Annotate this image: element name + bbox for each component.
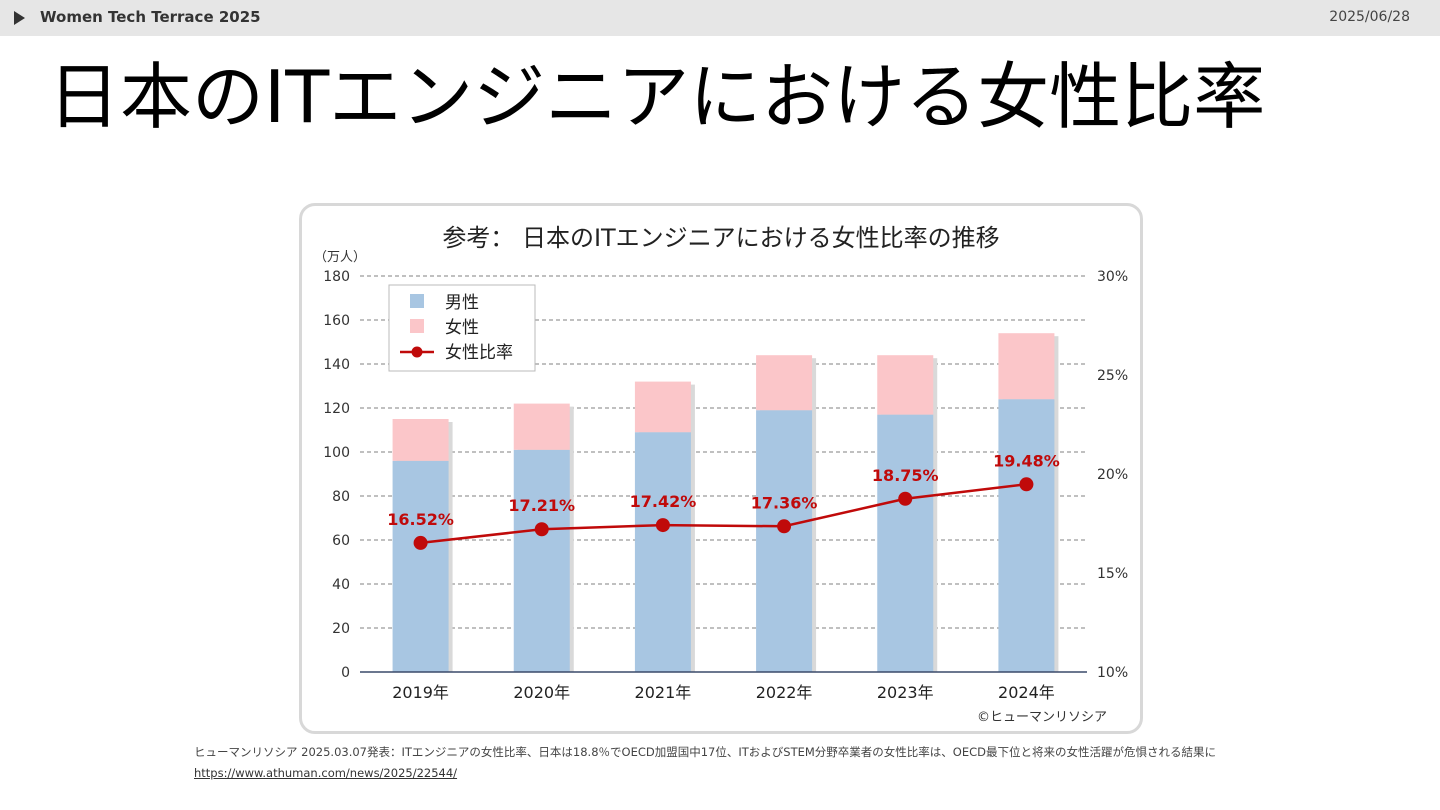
bar-female xyxy=(513,403,570,450)
bar-female xyxy=(877,355,934,415)
ratio-point xyxy=(898,491,913,506)
x-tick-label: 2022年 xyxy=(756,683,813,702)
y-tick-label: 60 xyxy=(332,533,350,549)
ratio-point xyxy=(534,522,549,537)
bar-female xyxy=(392,419,449,461)
bar-female xyxy=(998,333,1055,400)
ratio-point xyxy=(655,518,670,533)
ratio-data-label: 16.52% xyxy=(387,510,454,529)
play-triangle-icon xyxy=(14,11,25,25)
ratio-data-label: 17.36% xyxy=(751,493,818,512)
bar-female xyxy=(634,381,691,433)
header-bar: Women Tech Terrace 2025 2025/06/28 xyxy=(0,0,1440,36)
legend-label-male: 男性 xyxy=(445,293,479,313)
y-tick-label: 160 xyxy=(323,313,350,329)
legend-label-female: 女性 xyxy=(445,318,479,338)
chart-card: 参考： 日本のITエンジニアにおける女性比率の推移 （万人） 0 20 40 60 80 10… xyxy=(299,203,1143,734)
header-date: 2025/06/28 xyxy=(1329,9,1410,25)
y-tick-label: 20 xyxy=(332,621,350,637)
chart-title: 参考： 日本のITエンジニアにおける女性比率の推移 xyxy=(442,224,999,252)
ratio-point xyxy=(777,519,792,534)
source-caption: ヒューマンリソシア 2025.03.07発表：ITエンジニアの女性比率、日本は1… xyxy=(194,745,1216,759)
y-tick-label: 100 xyxy=(323,445,350,461)
x-tick-label: 2019年 xyxy=(392,683,449,702)
y-tick-label: 0 xyxy=(341,665,350,681)
bar-male xyxy=(392,460,449,672)
event-title: Women Tech Terrace 2025 xyxy=(40,8,261,26)
slide-title: 日本のITエンジニアにおける女性比率 xyxy=(48,55,1266,139)
bar-male xyxy=(634,432,691,672)
ratio-line xyxy=(420,483,1027,545)
x-tick-label: 2020年 xyxy=(513,683,570,702)
source-link[interactable]: https://www.athuman.com/news/2025/22544/ xyxy=(194,766,458,780)
y-tick-label: 120 xyxy=(323,401,350,417)
ratio-data-label: 18.75% xyxy=(872,466,939,485)
bar-male xyxy=(756,410,813,672)
bar-male xyxy=(998,399,1055,672)
bar-male xyxy=(877,414,934,672)
legend-swatch-female xyxy=(410,319,424,333)
x-tick-label: 2024年 xyxy=(998,683,1055,702)
y-tick-label: 40 xyxy=(332,577,350,593)
y-tick-label: 180 xyxy=(323,269,350,285)
y2-tick-label: 10% xyxy=(1097,665,1128,681)
y2-tick-label: 15% xyxy=(1097,566,1128,582)
legend-swatch-male xyxy=(410,294,424,308)
ratio-data-label: 17.21% xyxy=(508,496,575,515)
y-tick-label: 80 xyxy=(332,489,350,505)
chart-copyright: ©ヒューマンリソシア xyxy=(977,710,1107,725)
x-tick-label: 2021年 xyxy=(635,683,692,702)
ratio-data-label: 19.48% xyxy=(993,451,1060,470)
x-tick-label: 2023年 xyxy=(877,683,934,702)
y2-tick-label: 30% xyxy=(1097,269,1128,285)
bar-female xyxy=(756,355,813,411)
y-tick-label: 140 xyxy=(323,357,350,373)
y2-tick-label: 25% xyxy=(1097,368,1128,384)
bar-male xyxy=(513,449,570,672)
ratio-data-label: 17.42% xyxy=(630,492,697,511)
y2-tick-label: 20% xyxy=(1097,467,1128,483)
y-unit-label: （万人） xyxy=(314,250,366,265)
legend-marker-ratio xyxy=(411,346,423,358)
ratio-point xyxy=(1019,477,1034,492)
women-ratio-chart: 参考： 日本のITエンジニアにおける女性比率の推移 （万人） 0 20 40 60 80 10… xyxy=(314,224,1128,725)
ratio-point xyxy=(413,535,428,550)
legend-label-ratio: 女性比率 xyxy=(445,343,513,363)
